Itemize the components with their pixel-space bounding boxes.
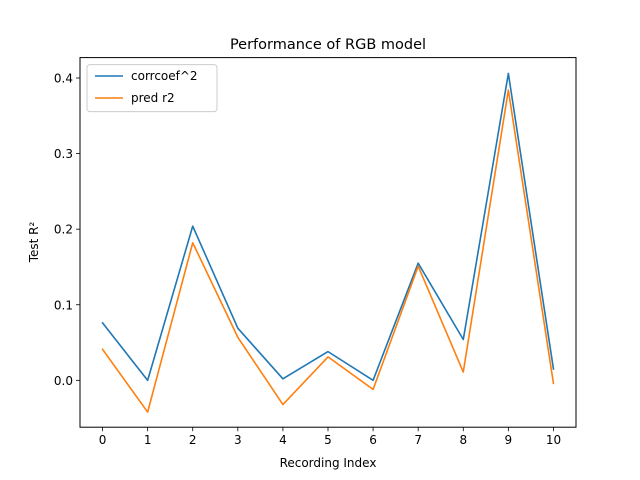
y-tick-label: 0.1 (54, 298, 73, 312)
axis-ticks: 0 1 2 3 4 5 6 7 8 9 10 0.0 0.1 0.2 0.3 0.4 (54, 72, 561, 448)
x-tick-label: 2 (189, 433, 197, 447)
x-tick-label: 6 (369, 433, 377, 447)
axes-frame (79, 57, 577, 428)
x-tick-label: 1 (144, 433, 152, 447)
legend-label-corrcoef: corrcoef^2 (131, 69, 198, 83)
legend-label-pred-r2: pred r2 (131, 91, 175, 105)
y-tick-label: 0.0 (54, 374, 73, 388)
y-axis-label: Test R² (27, 222, 41, 264)
y-tick-label: 0.3 (54, 147, 73, 161)
plot-area (101, 72, 555, 413)
x-tick-label: 4 (279, 433, 287, 447)
legend: corrcoef^2 pred r2 (86, 64, 218, 113)
x-tick-label: 3 (234, 433, 242, 447)
chart-title: Performance of RGB model (230, 37, 426, 53)
x-tick-label: 10 (546, 433, 561, 447)
x-tick-label: 8 (459, 433, 467, 447)
x-tick-label: 5 (324, 433, 332, 447)
y-tick-label: 0.4 (54, 72, 73, 86)
series-line-corrcoef-2 (101, 72, 555, 382)
x-axis-label: Recording Index (280, 456, 377, 470)
x-tick-label: 0 (99, 433, 107, 447)
series-line-pred-r2 (101, 89, 555, 413)
y-tick-label: 0.2 (54, 223, 73, 237)
x-tick-label: 7 (414, 433, 422, 447)
x-tick-label: 9 (505, 433, 513, 447)
